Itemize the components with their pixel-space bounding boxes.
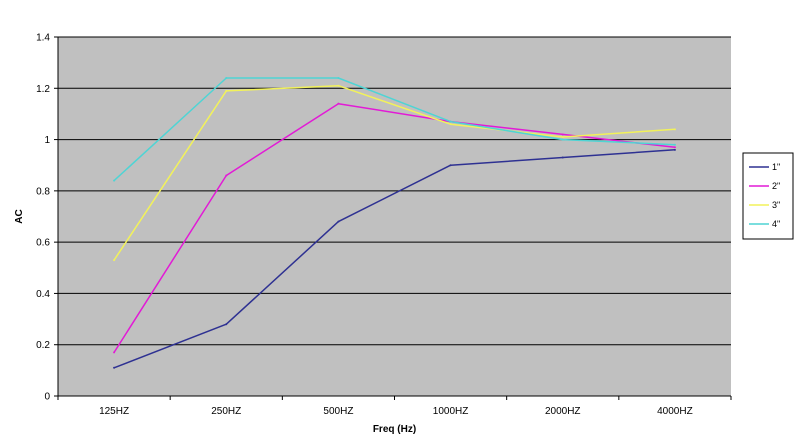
x-tick-label: 4000HZ (657, 406, 693, 417)
legend-label: 1" (772, 162, 780, 172)
data-point (113, 179, 116, 182)
data-point (337, 84, 340, 87)
legend-label: 4" (772, 219, 780, 229)
y-tick-label: 1.4 (36, 33, 50, 44)
legend-label: 3" (772, 200, 780, 210)
data-point (561, 136, 564, 139)
data-point (337, 102, 340, 105)
data-point (673, 148, 676, 151)
data-point (337, 220, 340, 223)
y-tick-label: 0 (44, 392, 50, 403)
series-line-2 (113, 102, 675, 353)
data-point (225, 89, 228, 92)
plot-area (58, 37, 731, 396)
y-tick-label: 1 (44, 135, 50, 146)
y-tick-labels: 0 0.2 0.4 0.6 0.8 1 1.2 1.4 (36, 33, 50, 403)
x-tick-label: 1000HZ (433, 406, 469, 417)
x-tick-labels: 125HZ 250HZ 500HZ 1000HZ 2000HZ 4000HZ (99, 406, 693, 417)
y-tick-label: 1.2 (36, 84, 50, 95)
data-point (113, 366, 116, 369)
legend-label: 2" (772, 181, 780, 191)
data-point (113, 259, 116, 262)
data-point (673, 146, 676, 149)
data-point (225, 174, 228, 177)
legend: 1" 2" 3" 4" (742, 152, 794, 240)
series-lines (113, 77, 676, 369)
data-point (673, 143, 676, 146)
y-tick-label: 0.4 (36, 289, 50, 300)
legend-box (742, 152, 794, 240)
data-point (225, 77, 228, 80)
y-tick-label: 0.8 (36, 186, 50, 197)
data-point (561, 156, 564, 159)
data-point (449, 123, 452, 126)
x-tick-label: 250HZ (211, 406, 241, 417)
data-point (449, 120, 452, 123)
series-line-3 (113, 84, 675, 261)
data-point (225, 323, 228, 326)
x-tick-label: 2000HZ (545, 406, 581, 417)
x-tick-label: 500HZ (323, 406, 353, 417)
axes (54, 36, 732, 400)
data-point (113, 351, 116, 354)
y-tick-label: 0.6 (36, 238, 50, 249)
data-point (561, 133, 564, 136)
y-tick-label: 0.2 (36, 340, 50, 351)
data-point (673, 128, 676, 131)
data-point (561, 138, 564, 141)
data-point (449, 164, 452, 167)
gridlines (58, 36, 731, 346)
series-line-1 (113, 149, 675, 369)
data-point (337, 77, 340, 80)
series-line-4 (113, 77, 675, 182)
x-tick-label: 125HZ (99, 406, 129, 417)
y-axis-title: AC (14, 209, 25, 223)
x-axis-title: Freq (Hz) (373, 424, 416, 435)
